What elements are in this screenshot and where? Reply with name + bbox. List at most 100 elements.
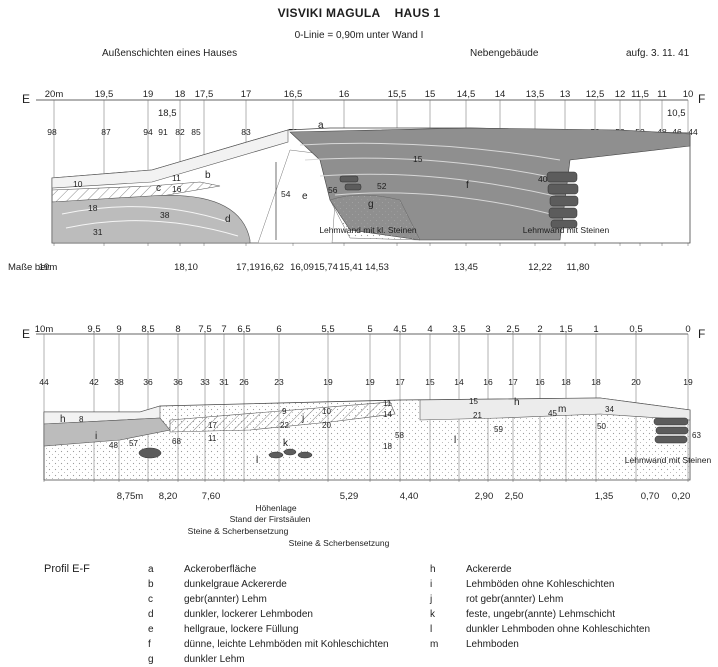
legend-text: rot gebr(annter) Lehm [466,594,564,605]
layer-number: 14 [383,410,392,419]
scale-label: 16,5 [284,89,303,100]
scale-label: 17,5 [195,89,214,100]
note-lehmwand-steinen-2: Lehmwand mit Steinen [625,455,712,465]
layer-number: 54 [281,189,291,199]
layer-number: 50 [597,422,606,431]
measure-value: 15,74 [314,262,338,273]
layer-number: 57 [129,439,138,448]
legend-text: dunkler Lehmboden ohne Kohleschichten [466,624,651,635]
legend-left-column: a Ackeroberfläche b dunkelgraue Ackererde c g… [148,562,428,667]
letter-m: m [558,404,566,415]
scale-label: 3,5 [452,324,465,335]
scale-label: 16 [339,89,350,100]
layer-number: 15 [469,397,478,406]
profile-2-measures: 8,75m 8,20 7,60 5,29 4,40 2,90 2,50 1,35 0,70 0,2… [117,491,690,502]
layer-b [51,129,289,189]
scale-label: 7,5 [198,324,211,335]
measure-value: 4,40 [400,491,419,502]
letter-h: h [60,414,66,425]
profile-1: E F 20m 19,5 19 18 17,5 17 16,5 16 15,5 15 14,5 14 1… [8,89,705,273]
layer-m [419,397,691,421]
stones-right-1 [546,171,579,229]
legend-item: l dunkler Lehmboden ohne Kohleschichten [430,622,718,637]
legend-text: dunkler Lehm [184,654,245,665]
stones-left [138,447,162,459]
scale-label: 13,5 [526,89,545,100]
letter-i: i [95,431,97,442]
profile-2-end-left: E [22,327,30,341]
scale-label: 12,5 [586,89,605,100]
layer-d-line [65,220,239,237]
measure-value: 1,35 [595,491,614,502]
profile-1-end-left: E [22,92,30,106]
layer-number: 56 [328,185,338,195]
legend-item: c gebr(annter) Lehm [148,592,428,607]
legend-item: b dunkelgraue Ackererde [148,577,428,592]
stones-right-2 [653,417,689,444]
scale-label: 6,5 [237,324,250,335]
profile-2-depths: 44 42 38 36 36 33 31 26 23 19 19 17 15 14 16 17 16 18 18 20… [39,377,693,387]
scale-label: 6 [276,324,281,335]
layer-number: 17 [208,421,217,430]
layer-g [329,194,421,241]
scale-label: 0,5 [629,324,642,335]
depth-value: 42 [89,377,99,387]
legend-right-column: h Ackererde i Lehmböden ohne Kohleschichten… [430,562,718,652]
legend-text: Ackeroberfläche [184,564,257,575]
profile-1-scale-extra-left: 18,5 [158,108,177,119]
depth-value: 87 [101,127,111,137]
depth-value: 83 [241,127,251,137]
legend-item: g dunkler Lehm [148,652,428,667]
annotation-firstsaeulen: Stand der Firstsäulen [230,514,311,524]
measure-value: 7,60 [202,491,221,502]
layer-number: 38 [160,210,170,220]
letter-l: l [256,455,258,466]
scale-label: 18 [175,89,186,100]
scale-label: 9 [116,324,121,335]
depth-value: 94 [143,127,153,137]
layer-d-line [61,206,229,223]
depth-value: 85 [191,127,201,137]
letter-l: l [454,435,456,446]
layer-number: 11 [208,434,217,443]
scale-label: 10m [35,324,54,335]
measures-title: Maße bei: [8,262,50,273]
depth-value: 26 [239,377,249,387]
measure-value: 0,70 [641,491,660,502]
depth-value: 14 [454,377,464,387]
measure-value: 11,80 [566,262,589,273]
scale-label: 3 [485,324,490,335]
annotation-hoehenlage: Höhenlage [255,503,296,513]
profile-1-numbers: 10 11 16 18 38 31 54 56 52 15 40 [73,154,548,237]
letter-b: b [205,170,211,181]
scale-label: 4 [427,324,432,335]
layer-number: 59 [494,425,503,434]
scale-label: 10 [683,89,694,100]
legend-item: k feste, ungebr(annte) Lehmschicht [430,607,718,622]
layer-f-line [299,142,561,161]
legend-key: i [430,579,433,590]
legend-text: dünne, leichte Lehmböden mit Kohleschich… [184,639,389,650]
legend-text: dunkelgraue Ackererde [184,579,287,590]
annotation-steine-1: Steine & Scherbensetzung [188,526,289,536]
layer-number: 45 [548,409,557,418]
scale-label: 13 [560,89,571,100]
note-lehmwand-steinen-1: Lehmwand mit Steinen [523,225,610,235]
letter-h: h [514,397,520,408]
depth-value: 91 [158,127,168,137]
legend-key: k [430,609,435,620]
date-label: aufg. 3. 11. 41 [626,48,690,59]
layer-number: 21 [473,411,482,420]
legend-text: feste, ungebr(annte) Lehmschicht [466,609,615,620]
depth-value: 16 [483,377,493,387]
measure-value: 14,53 [365,262,389,273]
legend-key: a [148,564,154,575]
legend-key: h [430,564,436,575]
profile-2: E F 10m 9,5 9 8,5 8 7,5 7 6,5 6 5,5 5 4,5 4 3,5 3 2,5 2 1… [22,324,712,548]
scale-label: 14,5 [457,89,476,100]
layer-number: 18 [88,203,98,213]
letter-a: a [318,120,324,131]
layer-number: 11 [172,173,181,183]
legend-key: d [148,609,154,620]
depth-value: 18 [561,377,571,387]
